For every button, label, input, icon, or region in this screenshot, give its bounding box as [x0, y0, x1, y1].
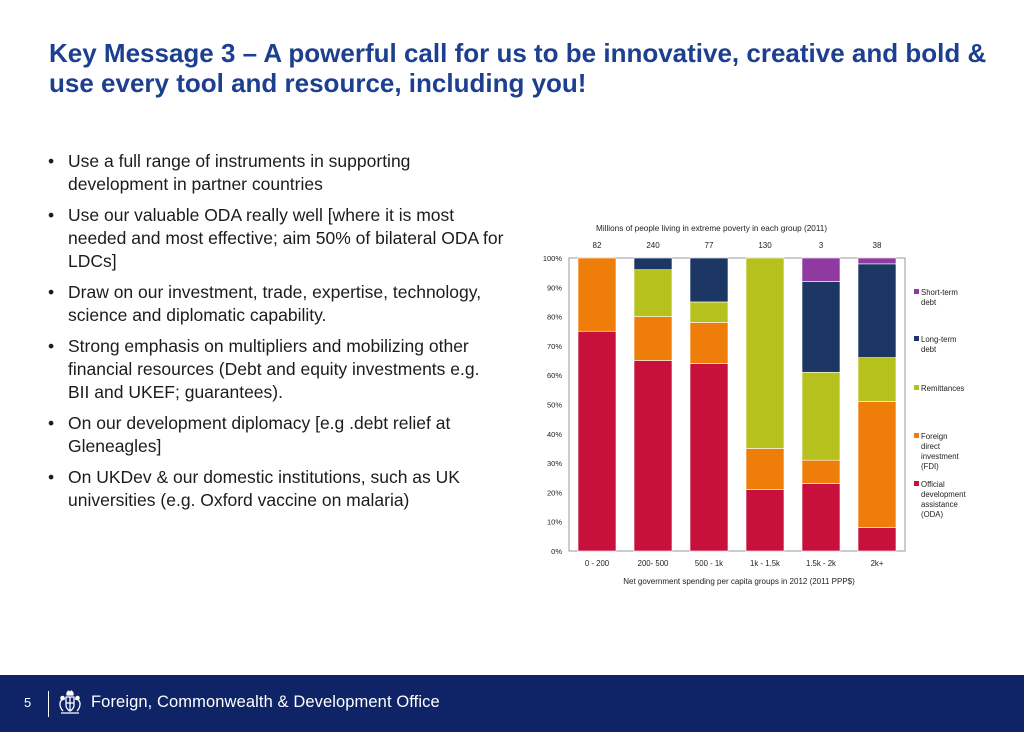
bar-segment — [689, 322, 729, 364]
bar-top-label: 82 — [593, 241, 602, 250]
chart-title: Millions of people living in extreme pov… — [596, 224, 827, 233]
legend-swatch — [914, 336, 919, 341]
legend-label: (FDI) — [921, 462, 939, 471]
bar-segment — [745, 448, 785, 490]
bullet-item: • On our development diplomacy [e.g .debt… — [45, 412, 505, 458]
plot-area — [568, 257, 906, 552]
poverty-stacked-bar-chart: Millions of people living in extreme pov… — [543, 224, 967, 586]
footer-divider — [48, 691, 49, 717]
bar-segment — [857, 357, 897, 402]
bullet-text: Draw on our investment, trade, expertise… — [68, 282, 482, 325]
x-tick-label: 2k+ — [871, 559, 884, 568]
bar-segment — [633, 269, 673, 317]
bullet-text: On our development diplomacy [e.g .debt … — [68, 413, 451, 456]
bullet-dot: • — [48, 413, 55, 433]
bar-segment — [801, 483, 841, 552]
y-tick-label: 30% — [547, 459, 562, 468]
x-axis-label: Net government spending per capita group… — [623, 577, 855, 586]
bar-segment — [689, 363, 729, 552]
bar-segment — [857, 257, 897, 265]
bar-top-label: 77 — [705, 241, 714, 250]
legend-label: Remittances — [921, 384, 964, 393]
legend-label: Foreign — [921, 432, 947, 441]
legend-label: debt — [921, 345, 937, 354]
bullet-dot: • — [48, 336, 55, 356]
y-tick-label: 60% — [547, 371, 562, 380]
bar-segment — [801, 281, 841, 373]
bar-top-label: 3 — [819, 241, 824, 250]
bar-segment — [577, 257, 617, 332]
legend-label: Long-term — [921, 335, 957, 344]
bullet-text: On UKDev & our domestic institutions, su… — [68, 467, 460, 510]
y-tick-label: 10% — [547, 518, 562, 527]
legend-label: (ODA) — [921, 510, 943, 519]
legend-label: Official — [921, 480, 945, 489]
x-tick-label: 200- 500 — [638, 559, 669, 568]
bar-segment — [801, 257, 841, 282]
bullet-item: • Use our valuable ODA really well [where… — [45, 204, 505, 273]
bullet-item: • Strong emphasis on multipliers and mobi… — [45, 335, 505, 404]
bar-segment — [689, 257, 729, 303]
bar-top-label: 38 — [873, 241, 882, 250]
y-tick-label: 40% — [547, 430, 562, 439]
bar-top-label: 130 — [758, 241, 772, 250]
bullet-dot: • — [48, 282, 55, 302]
slide-title: Key Message 3 – A powerful call for us t… — [49, 38, 987, 98]
bar-segment — [857, 263, 897, 358]
y-tick-label: 50% — [547, 401, 562, 410]
bar-segment — [633, 360, 673, 552]
x-tick-label: 500 - 1k — [695, 559, 723, 568]
bullet-dot: • — [48, 205, 55, 225]
y-tick-label: 20% — [547, 488, 562, 497]
bar-segment — [857, 401, 897, 528]
y-tick-label: 80% — [547, 313, 562, 322]
y-tick-label: 90% — [547, 283, 562, 292]
y-tick-label: 70% — [547, 342, 562, 351]
legend-swatch — [914, 433, 919, 438]
bullet-list: • Use a full range of instruments in supp… — [45, 150, 505, 520]
legend-label: direct — [921, 442, 941, 451]
y-tick-label: 100% — [543, 254, 563, 263]
bar-segment — [633, 316, 673, 361]
x-tick-label: 1k - 1.5k — [750, 559, 780, 568]
bar-segment — [689, 301, 729, 323]
legend-label: Short-term — [921, 288, 958, 297]
legend-label: assistance — [921, 500, 958, 509]
bullet-item: • Draw on our investment, trade, expertis… — [45, 281, 505, 327]
legend-swatch — [914, 385, 919, 390]
bar-segment — [577, 330, 617, 552]
bullet-dot: • — [48, 151, 55, 171]
y-tick-label: 0% — [551, 547, 562, 556]
bar-top-label: 240 — [646, 241, 660, 250]
x-tick-label: 0 - 200 — [585, 559, 610, 568]
page-number: 5 — [24, 695, 32, 710]
bar-segment — [801, 459, 841, 484]
x-tick-label: 1.5k - 2k — [806, 559, 836, 568]
organisation-name: Foreign, Commonwealth & Development Offi… — [91, 693, 440, 711]
bar-segment — [745, 489, 785, 552]
legend-swatch — [914, 289, 919, 294]
bullet-text: Use our valuable ODA really well [where … — [68, 205, 504, 271]
bar-segment — [745, 257, 785, 449]
legend-label: development — [921, 490, 966, 499]
footer-bar: 5 Foreign, Commonwealth & Development Of… — [0, 675, 1024, 732]
legend-swatch — [914, 481, 919, 486]
bar-segment — [633, 257, 673, 271]
bar-segment — [801, 371, 841, 461]
bullet-dot: • — [48, 467, 55, 487]
bullet-item: • On UKDev & our domestic institutions, s… — [45, 466, 505, 512]
legend-label: debt — [921, 298, 937, 307]
legend-label: investment — [921, 452, 960, 461]
royal-coat-of-arms-icon — [59, 690, 81, 714]
bullet-item: • Use a full range of instruments in supp… — [45, 150, 505, 196]
bar-segment — [857, 527, 897, 552]
bullet-text: Use a full range of instruments in suppo… — [68, 151, 411, 194]
bullet-text: Strong emphasis on multipliers and mobil… — [68, 336, 480, 402]
